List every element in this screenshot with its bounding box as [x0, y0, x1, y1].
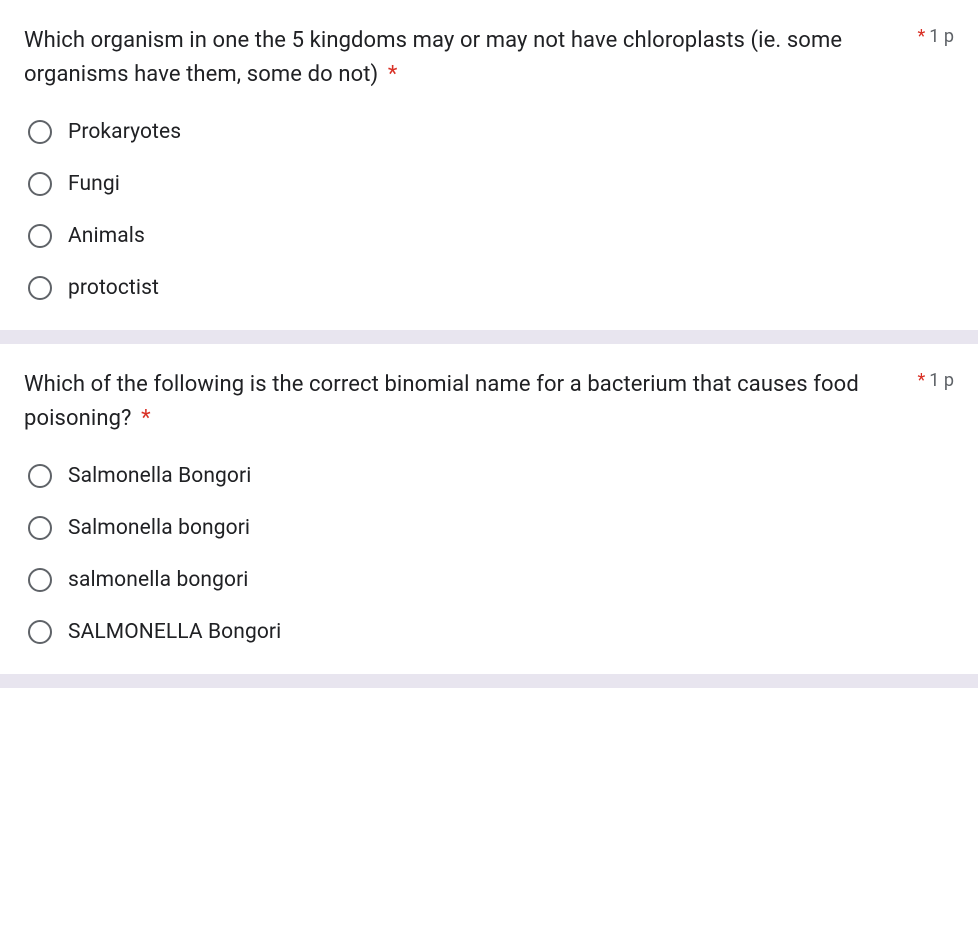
- points-badge: *1 p: [918, 368, 954, 391]
- points-star-icon: *: [918, 370, 926, 391]
- options-list: Salmonella Bongori Salmonella bongori sa…: [24, 464, 954, 644]
- radio-option[interactable]: Salmonella Bongori: [28, 464, 954, 488]
- option-label: Fungi: [68, 172, 120, 196]
- points-label: 1 p: [929, 370, 954, 391]
- radio-icon: [28, 276, 52, 300]
- option-label: salmonella bongori: [68, 568, 249, 592]
- card-divider: [0, 674, 978, 688]
- radio-option[interactable]: protoctist: [28, 276, 954, 300]
- radio-icon: [28, 464, 52, 488]
- option-label: Salmonella bongori: [68, 516, 250, 540]
- option-label: protoctist: [68, 276, 159, 300]
- radio-option[interactable]: SALMONELLA Bongori: [28, 620, 954, 644]
- options-list: Prokaryotes Fungi Animals protoctist: [24, 120, 954, 300]
- radio-option[interactable]: Salmonella bongori: [28, 516, 954, 540]
- points-label: 1 p: [929, 26, 954, 47]
- radio-icon: [28, 568, 52, 592]
- radio-option[interactable]: Fungi: [28, 172, 954, 196]
- radio-icon: [28, 172, 52, 196]
- radio-option[interactable]: Animals: [28, 224, 954, 248]
- question-text: Which of the following is the correct bi…: [24, 368, 898, 436]
- question-text-content: Which organism in one the 5 kingdoms may…: [24, 28, 842, 87]
- question-header: Which of the following is the correct bi…: [24, 368, 954, 436]
- question-text: Which organism in one the 5 kingdoms may…: [24, 24, 898, 92]
- radio-option[interactable]: salmonella bongori: [28, 568, 954, 592]
- option-label: Salmonella Bongori: [68, 464, 251, 488]
- option-label: Prokaryotes: [68, 120, 181, 144]
- radio-icon: [28, 516, 52, 540]
- question-card-2: Which of the following is the correct bi…: [0, 344, 978, 674]
- question-header: Which organism in one the 5 kingdoms may…: [24, 24, 954, 92]
- points-star-icon: *: [918, 26, 926, 47]
- radio-icon: [28, 120, 52, 144]
- radio-icon: [28, 620, 52, 644]
- option-label: SALMONELLA Bongori: [68, 620, 281, 644]
- radio-icon: [28, 224, 52, 248]
- question-card-1: Which organism in one the 5 kingdoms may…: [0, 0, 978, 330]
- required-star-icon: *: [388, 62, 398, 87]
- card-divider: [0, 330, 978, 344]
- option-label: Animals: [68, 224, 145, 248]
- points-badge: *1 p: [918, 24, 954, 47]
- required-star-icon: *: [141, 406, 151, 431]
- radio-option[interactable]: Prokaryotes: [28, 120, 954, 144]
